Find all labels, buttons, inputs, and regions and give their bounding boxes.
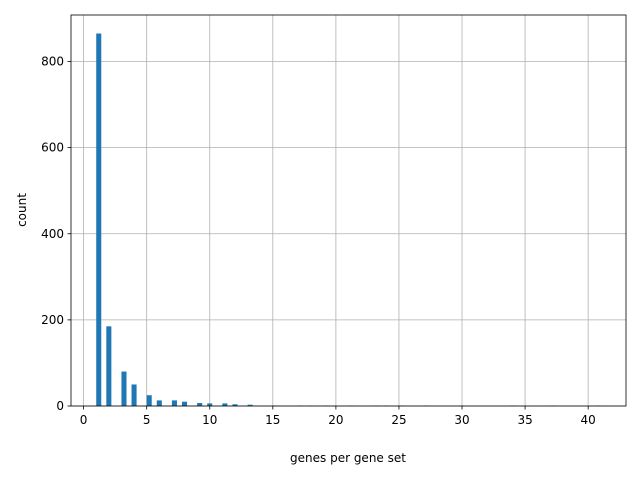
x-tick-label: 25 [391,413,406,427]
x-tick-label: 5 [143,413,151,427]
y-tick-label: 800 [41,55,64,69]
y-tick-label: 0 [56,399,64,413]
x-axis-label: genes per gene set [290,451,406,465]
y-tick-label: 400 [41,227,64,241]
x-tick-label: 35 [517,413,532,427]
y-axis-label: count [15,193,29,227]
x-tick-label: 20 [328,413,343,427]
y-tick-label: 200 [41,313,64,327]
x-tick-label: 15 [265,413,280,427]
bar [157,400,162,406]
x-tick-label: 0 [80,413,88,427]
x-tick-label: 40 [581,413,596,427]
bar [132,384,137,406]
x-tick-label: 10 [202,413,217,427]
bar [182,402,187,406]
bar [106,326,111,406]
bar [197,403,202,406]
bar [172,400,177,406]
plot-frame [71,15,626,406]
y-tick-label: 600 [41,141,64,155]
bar [147,395,152,406]
x-tick-label: 30 [454,413,469,427]
bar [96,34,101,406]
bar [121,372,126,406]
